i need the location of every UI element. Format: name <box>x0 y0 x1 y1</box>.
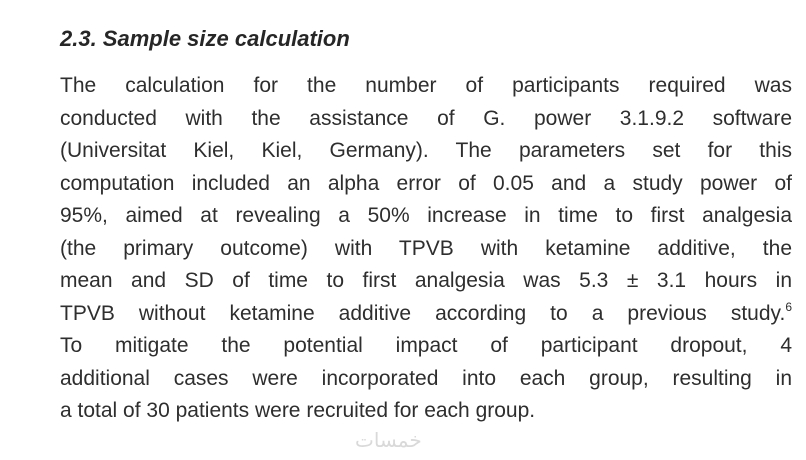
line-text: (the primary outcome) with TPVB with ket… <box>60 236 792 260</box>
paragraph: The calculation for the number of partic… <box>60 70 792 428</box>
line-text: conducted with the assistance of G. powe… <box>60 106 792 130</box>
text-line: (the primary outcome) with TPVB with ket… <box>60 233 792 266</box>
text-line: a total of 30 patients were recruited fo… <box>60 395 792 428</box>
line-text: additional cases were incorporated into … <box>60 366 792 390</box>
line-text: (Universitat Kiel, Kiel, Germany). The p… <box>60 139 792 162</box>
text-line: computation included an alpha error of 0… <box>60 168 792 201</box>
text-line: conducted with the assistance of G. powe… <box>60 103 792 136</box>
line-text: a total of 30 patients were recruited fo… <box>60 399 536 422</box>
line-text: 95%, aimed at revealing a 50% increase i… <box>60 204 792 227</box>
text-line: 95%, aimed at revealing a 50% increase i… <box>60 200 792 233</box>
line-text: To mitigate the potential impact of part… <box>60 334 792 357</box>
section-heading: 2.3. Sample size calculation <box>60 26 350 51</box>
citation: 6 <box>785 299 792 314</box>
text-line: The calculation for the number of partic… <box>60 70 792 103</box>
line-text: TPVB without ketamine additive according… <box>60 301 786 325</box>
watermark: خمسات <box>355 430 422 452</box>
text-line: additional cases were incorporated into … <box>60 363 792 396</box>
line-text: The calculation for the number of partic… <box>60 74 792 97</box>
line-text: computation included an alpha error of 0… <box>60 171 792 195</box>
text-line: To mitigate the potential impact of part… <box>60 330 792 363</box>
text-line: TPVB without ketamine additive according… <box>60 298 792 331</box>
text-line: mean and SD of time to first analgesia w… <box>60 265 792 298</box>
text-line: (Universitat Kiel, Kiel, Germany). The p… <box>60 135 792 168</box>
line-text: mean and SD of time to first analgesia w… <box>60 269 792 292</box>
